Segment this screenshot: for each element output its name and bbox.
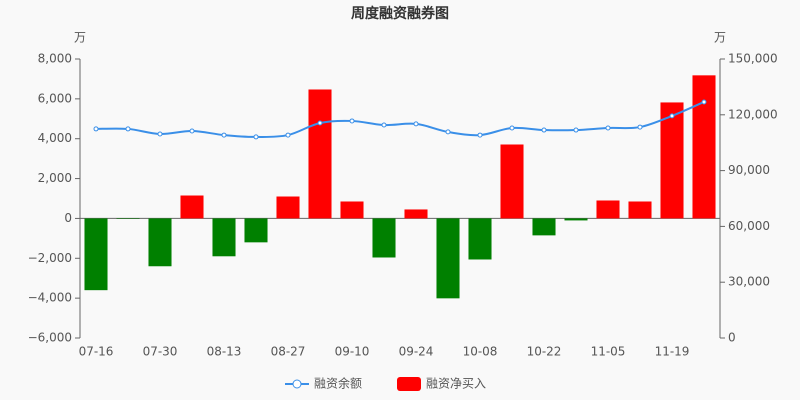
x-tick-label: 10-08 bbox=[463, 345, 498, 359]
line-point bbox=[445, 129, 451, 135]
bar bbox=[244, 218, 268, 243]
line-point bbox=[701, 99, 707, 105]
line-point bbox=[669, 113, 675, 119]
y-tick-label: 2,000 bbox=[38, 171, 72, 185]
y-tick-label: 8,000 bbox=[38, 52, 72, 66]
line bbox=[95, 101, 705, 138]
x-tick-label: 09-10 bbox=[335, 345, 370, 359]
legend-swatch bbox=[397, 377, 421, 391]
y2-tick-label: 0 bbox=[728, 331, 736, 345]
bar bbox=[436, 218, 460, 299]
bar bbox=[692, 75, 716, 219]
line-point bbox=[541, 127, 547, 133]
y2-tick-label: 120,000 bbox=[728, 107, 778, 121]
bar bbox=[532, 218, 556, 236]
line-point bbox=[189, 128, 195, 134]
bar bbox=[404, 209, 428, 219]
line-point bbox=[637, 124, 643, 130]
legend-label: 融资余额 bbox=[314, 376, 362, 391]
bar bbox=[148, 218, 172, 267]
y-unit: 万 bbox=[74, 31, 86, 45]
bar bbox=[660, 102, 684, 219]
line-point bbox=[285, 132, 291, 138]
y-tick-label: 6,000 bbox=[38, 91, 72, 105]
line-point bbox=[93, 126, 99, 132]
bar bbox=[276, 196, 300, 219]
bar bbox=[308, 89, 332, 219]
line-point bbox=[413, 121, 419, 127]
y2-unit: 万 bbox=[714, 31, 726, 45]
bar bbox=[628, 201, 652, 219]
legend-swatch bbox=[292, 379, 302, 389]
x-tick-label: 07-30 bbox=[143, 345, 178, 359]
line-point bbox=[349, 118, 355, 124]
bar bbox=[564, 218, 588, 221]
line-point bbox=[605, 125, 611, 131]
x-tick-label: 10-22 bbox=[527, 345, 562, 359]
line-point bbox=[509, 125, 515, 131]
x-tick-label: 08-13 bbox=[207, 345, 242, 359]
y-tick-label: 4,000 bbox=[38, 131, 72, 145]
bar bbox=[468, 218, 492, 260]
line-point bbox=[253, 134, 259, 140]
y-tick-label: −4,000 bbox=[28, 291, 72, 305]
x-tick-label: 11-05 bbox=[591, 345, 626, 359]
bar bbox=[500, 144, 524, 219]
x-tick-label: 09-24 bbox=[399, 345, 434, 359]
x-tick-label: 08-27 bbox=[271, 345, 306, 359]
bar bbox=[212, 218, 236, 257]
line-point bbox=[477, 132, 483, 138]
y2-tick-label: 60,000 bbox=[728, 219, 770, 233]
legend-label: 融资净买入 bbox=[426, 377, 486, 391]
line-point bbox=[157, 131, 163, 137]
bar bbox=[84, 218, 108, 291]
line-point bbox=[573, 127, 579, 133]
bar bbox=[116, 218, 140, 219]
bar bbox=[596, 200, 620, 219]
y2-tick-label: 150,000 bbox=[728, 52, 778, 66]
x-tick-label: 07-16 bbox=[79, 345, 114, 359]
y-tick-label: −2,000 bbox=[28, 251, 72, 265]
bar bbox=[372, 218, 396, 258]
line-point bbox=[221, 132, 227, 138]
y2-tick-label: 30,000 bbox=[728, 275, 770, 289]
y-tick-label: −6,000 bbox=[28, 331, 72, 345]
y-tick-label: 0 bbox=[64, 211, 72, 225]
line-point bbox=[125, 126, 131, 132]
line-point bbox=[381, 122, 387, 128]
line-point bbox=[317, 120, 323, 126]
bar bbox=[180, 195, 204, 219]
x-tick-label: 11-19 bbox=[655, 345, 690, 359]
y2-tick-label: 90,000 bbox=[728, 163, 770, 177]
bar bbox=[340, 201, 364, 219]
chart-title: 周度融资融券图 bbox=[351, 5, 449, 22]
